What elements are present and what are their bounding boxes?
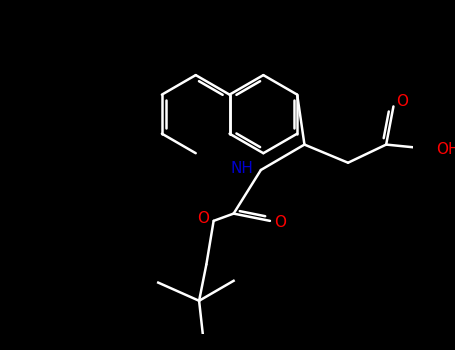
Text: O: O <box>274 215 287 230</box>
Text: OH: OH <box>436 142 455 156</box>
Text: O: O <box>396 94 408 110</box>
Text: O: O <box>197 211 209 226</box>
Text: NH: NH <box>231 161 253 176</box>
